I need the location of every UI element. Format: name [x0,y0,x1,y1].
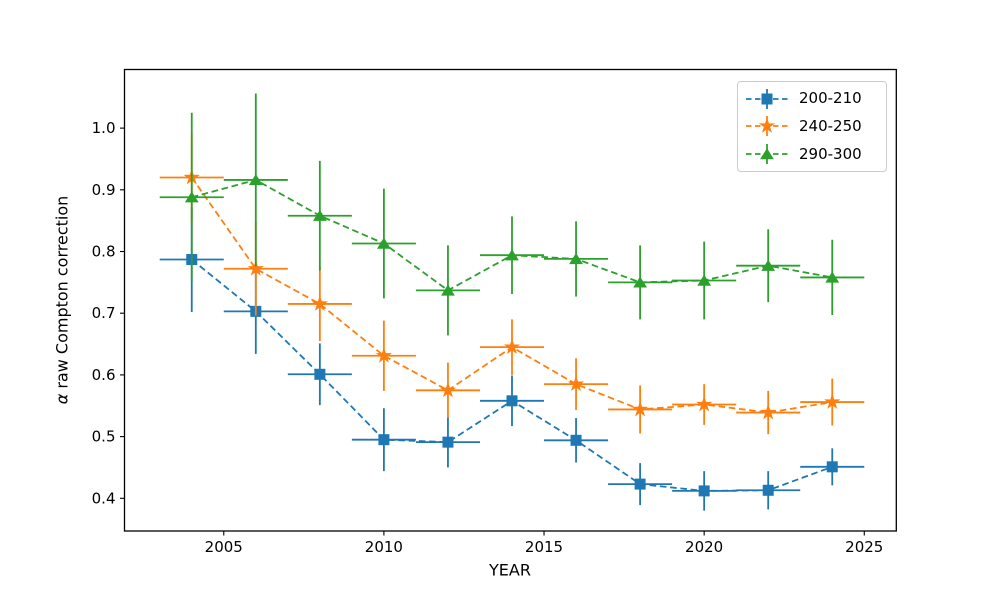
marker-square [634,478,646,490]
marker-square [314,368,326,380]
marker-star [375,347,392,363]
y-tick-label: 0.4 [92,489,116,507]
legend-label: 200-210 [799,89,862,108]
marker-star [567,375,585,392]
marker-star [632,400,649,417]
plot-frame [123,68,897,532]
legend-errorbar-swatch [746,88,788,109]
marker-square [826,461,838,473]
marker-star [696,396,713,412]
series-line [191,258,833,492]
marker-square [762,484,774,496]
marker-triangle-up [760,148,774,160]
y-tick-label: 0.6 [92,366,116,384]
legend: 200-210 240-250 290-300 [737,81,887,172]
marker-star [247,260,264,276]
marker-star [758,117,776,134]
y-axis-label: α raw Compton correction [53,196,72,405]
marker-triangle-up [761,259,776,271]
marker-star [311,295,328,311]
marker-triangle-up [697,274,712,286]
marker-triangle-up [248,174,263,186]
x-tick-label: 2010 [365,538,403,556]
legend-label: 240-250 [799,116,862,135]
marker-triangle-up [633,276,648,288]
x-tick-label: 2005 [205,538,243,556]
x-tick-label: 2025 [845,538,883,556]
marker-star [824,393,841,409]
y-tick-label: 0.5 [92,428,116,446]
series-290-300 [159,93,865,336]
legend-entry-290-300: 290-300 [745,141,880,167]
legend-entry-240-250: 240-250 [745,113,880,139]
y-axis-label-text: raw Compton correction [52,195,72,394]
legend-entry-200-210: 200-210 [745,86,880,112]
y-tick-label: 1.0 [92,119,116,137]
marker-square [698,485,710,497]
marker-square [570,434,582,446]
legend-errorbar-swatch [746,116,788,137]
x-tick-label: 2020 [685,538,723,556]
marker-star [503,338,521,355]
marker-triangle-up [377,237,391,249]
marker-triangle-up [825,271,840,283]
legend-label: 290-300 [799,144,862,163]
marker-star [760,404,777,420]
marker-star [439,381,457,398]
marker-square [506,395,518,407]
alpha-symbol: α [52,393,72,405]
legend-errorbar-swatch [746,144,788,165]
x-tick-label: 2015 [525,538,563,556]
marker-triangle-up [505,249,519,261]
y-tick-label: 0.7 [92,304,116,322]
marker-triangle-up [312,209,327,221]
marker-square [761,93,773,105]
marker-triangle-up [184,191,199,203]
marker-square [378,434,390,446]
marker-triangle-up [569,253,583,265]
marker-triangle-up [441,284,455,296]
x-axis-label: YEAR [489,560,531,580]
y-tick-label: 0.8 [92,243,116,261]
marker-square [442,436,454,448]
y-tick-label: 0.9 [92,181,116,199]
